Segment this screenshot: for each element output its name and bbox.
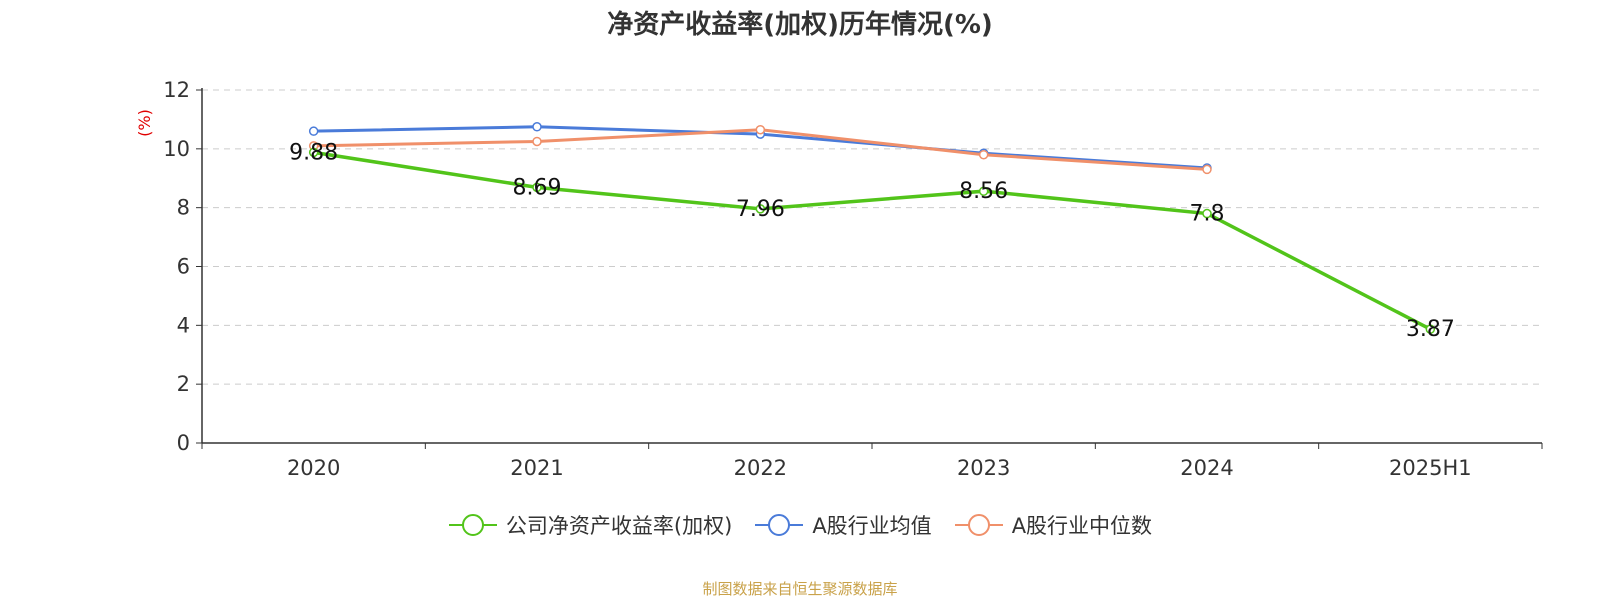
data-point (308, 147, 319, 158)
data-label: 7.96 (736, 197, 785, 222)
chart-title: 净资产收益率(加权)历年情况(%) (607, 10, 993, 40)
y-tick-label: 12 (163, 78, 190, 102)
legend-marker-icon (755, 514, 804, 536)
x-tick-label: 2020 (287, 456, 340, 480)
legend-marker-icon (954, 514, 1003, 536)
legend-item-1[interactable]: 公司净资产收益率(加权) (448, 510, 732, 540)
legend-item-2[interactable]: A股行业均值 (754, 510, 932, 540)
data-point (308, 126, 319, 136)
source-note: 制图数据来自恒生聚源数据库 (702, 580, 898, 598)
legend: 公司净资产收益率(加权) A股行业均值 A股行业中位数 (0, 510, 1600, 540)
data-point (532, 136, 542, 147)
x-tick-label: 2022 (734, 456, 787, 480)
legend-label: 公司净资产收益率(加权) (505, 514, 733, 538)
series-lines (308, 122, 1436, 334)
x-tick-label: 2021 (510, 456, 563, 480)
y-tick-label: 2 (177, 372, 190, 396)
data-label: 8.56 (959, 179, 1008, 204)
y-tick-label: 6 (177, 255, 190, 279)
data-point (1202, 164, 1212, 175)
legend-marker-icon (448, 514, 497, 536)
legend-label: A股行业均值 (812, 514, 932, 538)
y-tick-label: 10 (163, 137, 190, 161)
data-point (755, 124, 766, 135)
data-point (1202, 208, 1212, 219)
data-point (1425, 324, 1436, 334)
data-label: 3.87 (1406, 317, 1455, 342)
y-axis-label: (%) (135, 109, 154, 137)
legend-label: A股行业中位数 (1011, 514, 1153, 538)
data-point (532, 182, 542, 193)
axes: 0 2 4 6 8 10 12 (%) 2020 2021 2022 2023 2024 2025H1 (135, 78, 1543, 480)
data-point (978, 149, 989, 160)
grid-lines (202, 89, 1542, 385)
legend-item-3[interactable]: A股行业中位数 (954, 510, 1152, 540)
data-label: 9.88 (289, 140, 338, 165)
data-label: 8.69 (513, 175, 562, 200)
data-label: 7.8 (1190, 202, 1225, 227)
y-tick-label: 4 (177, 313, 190, 337)
series-line-1 (313, 150, 1432, 331)
y-tick-label: 0 (177, 431, 190, 455)
data-point (978, 186, 989, 196)
data-point (755, 204, 766, 214)
data-point (532, 122, 542, 132)
x-tick-label: 2024 (1180, 456, 1233, 480)
y-tick-label: 8 (177, 196, 190, 220)
x-tick-label: 2023 (957, 456, 1010, 480)
x-tick-label: 2025H1 (1389, 456, 1472, 480)
data-labels: 9.88 8.69 7.96 8.56 7.8 3.87 (289, 140, 1455, 342)
